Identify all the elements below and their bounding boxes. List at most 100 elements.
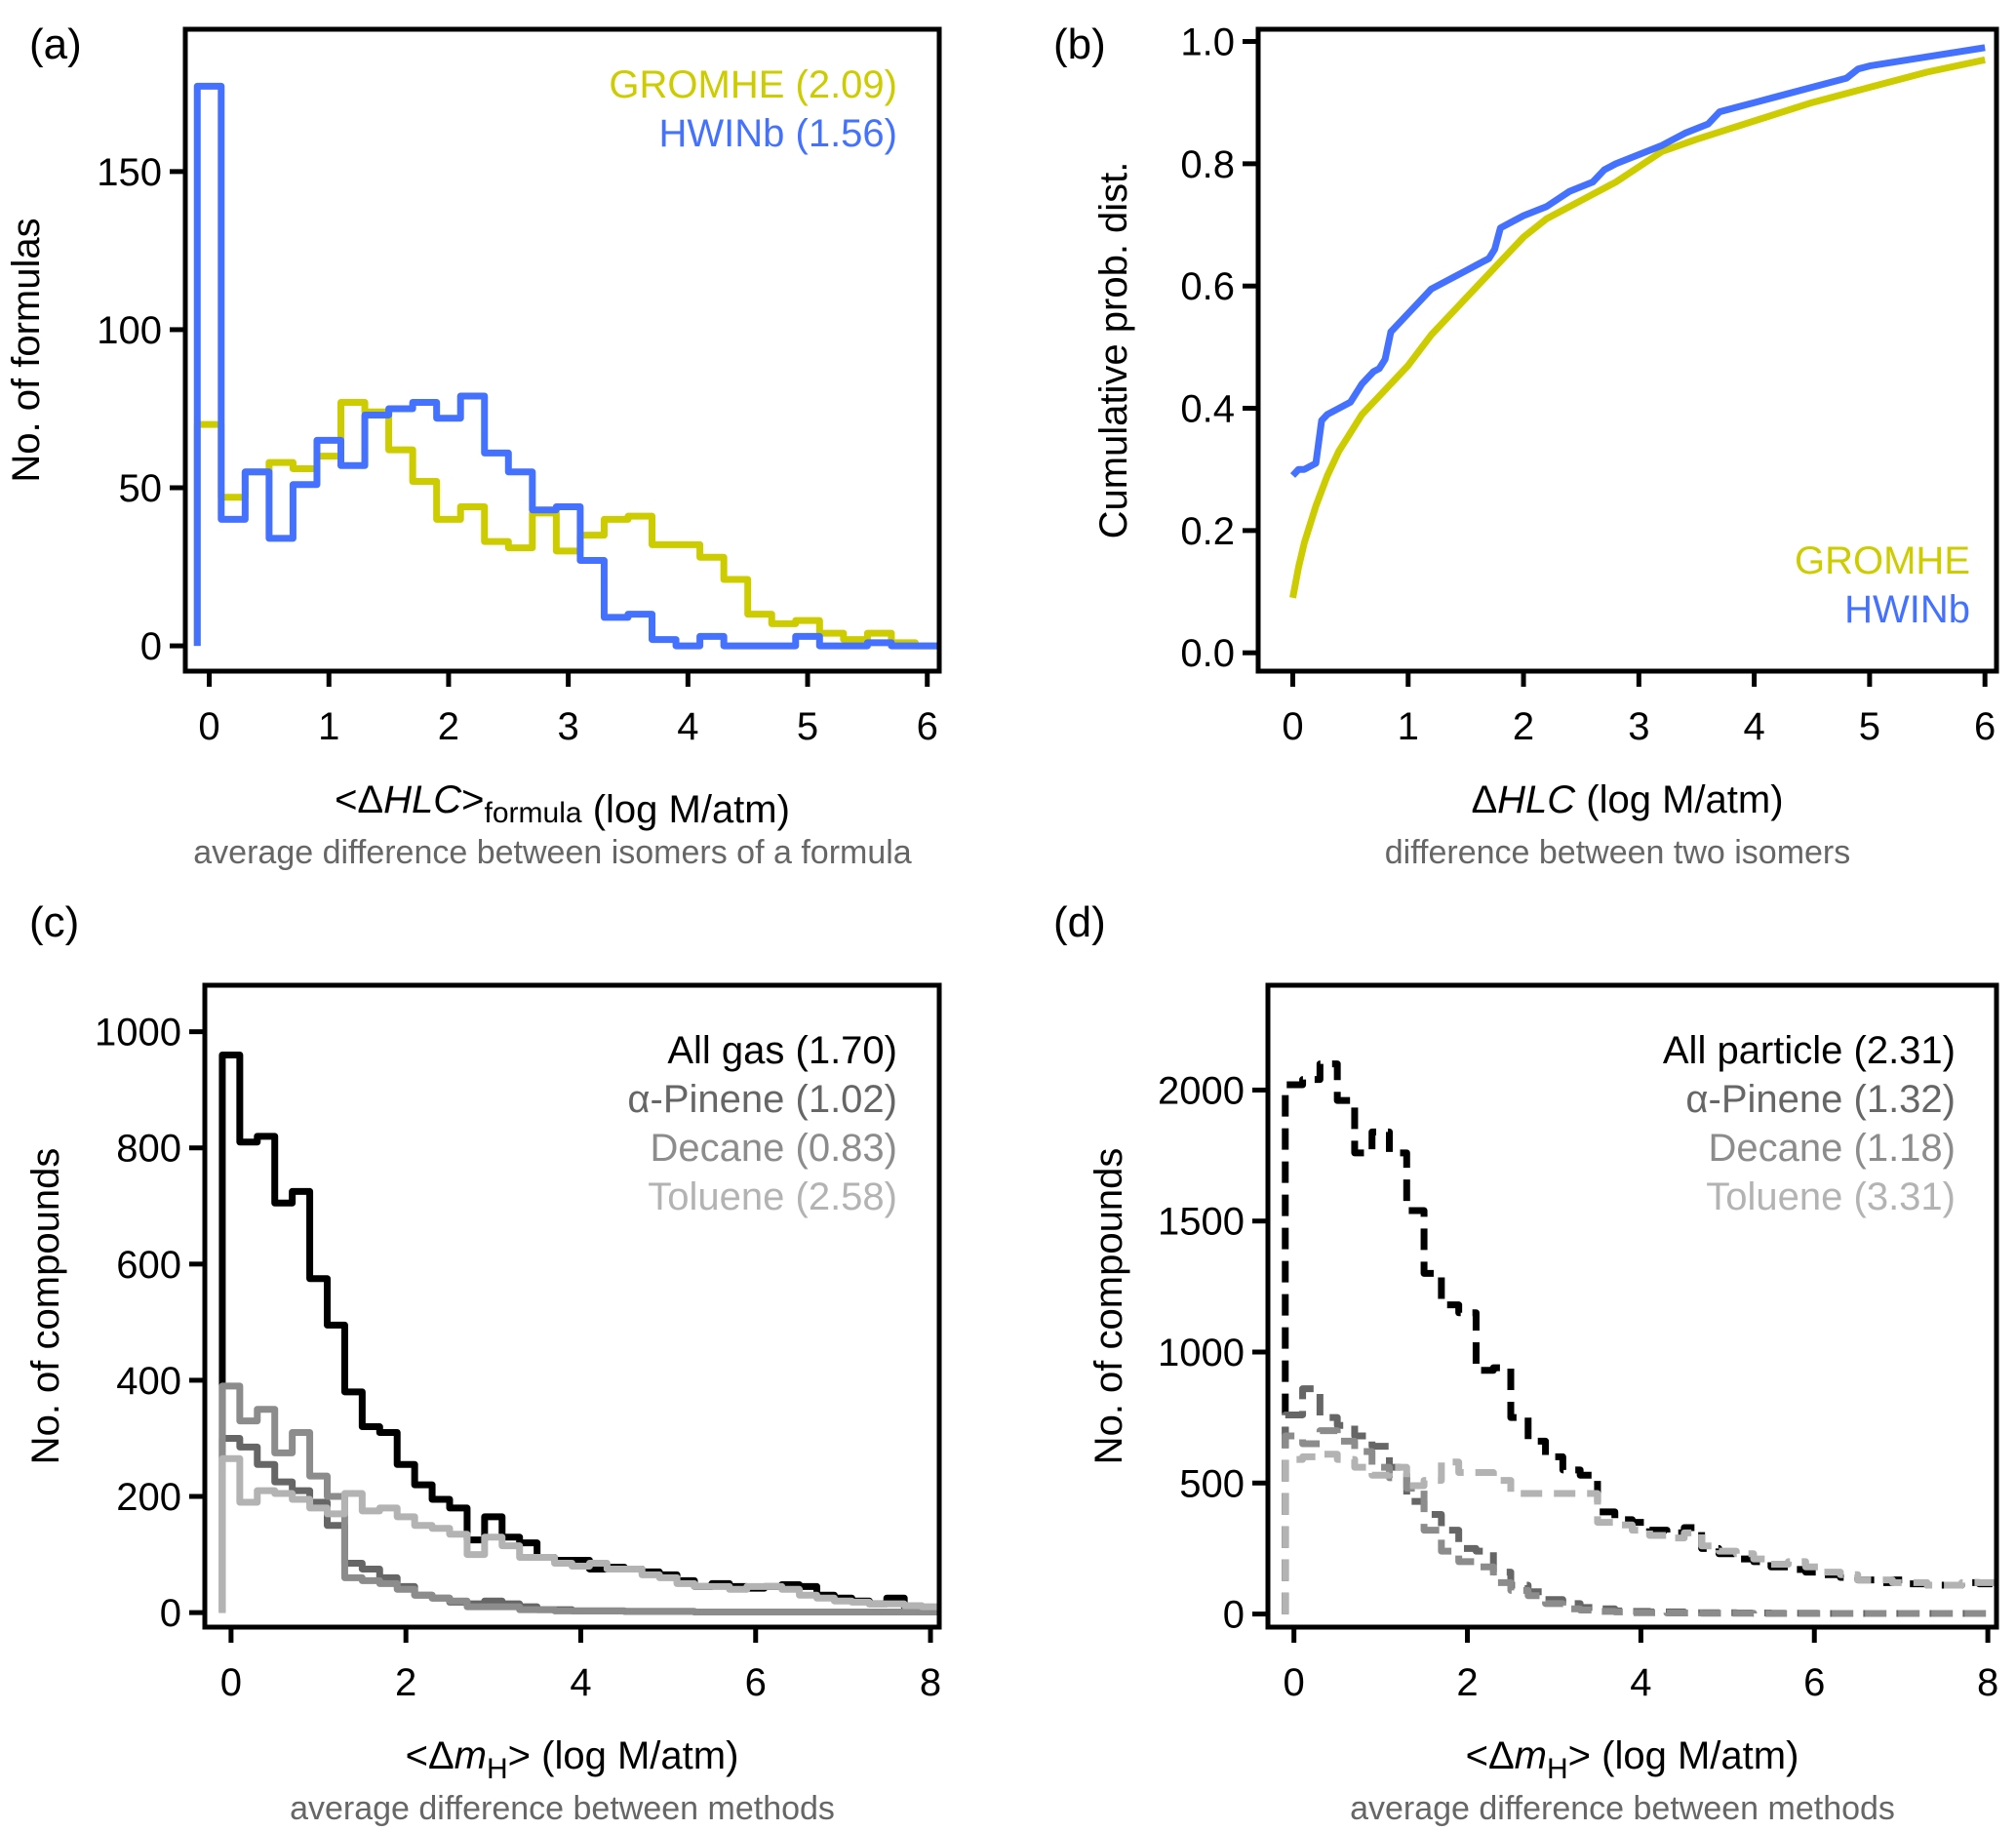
y-tick-label: 0.8 — [1180, 143, 1235, 186]
y-tick-label: 0 — [140, 625, 162, 668]
x-tick-label: 2 — [1513, 705, 1534, 748]
panel-d-label: (d) — [1053, 898, 1106, 946]
series-line-toluene — [1282, 1451, 1996, 1614]
x-tick-label: 2 — [1456, 1661, 1478, 1704]
series-line-all-gas — [218, 1051, 939, 1613]
series-line--pinene — [1282, 1385, 1996, 1617]
x-tick-label: 0 — [220, 1661, 242, 1704]
y-tick-label: 0 — [1223, 1594, 1245, 1637]
x-tick-label: 2 — [438, 705, 459, 748]
y-axis-label: Cumulative prob. dist. — [1092, 162, 1135, 539]
y-tick-label: 1.0 — [1180, 21, 1235, 64]
x-tick-label: 3 — [558, 705, 579, 748]
panel-c-label: (c) — [29, 898, 79, 946]
panel-d-plot: 0 2 4 6 8 0 500 1000 1500 2000 No. of compounds <Δm… — [1087, 982, 1999, 1827]
legend-entry: All gas (1.70) — [667, 1029, 897, 1072]
series-line-toluene — [218, 1454, 939, 1613]
axes-frame — [202, 982, 942, 1630]
x-tick-label: 5 — [1859, 705, 1880, 748]
x-tick-label: 4 — [1743, 705, 1764, 748]
series-group — [193, 82, 939, 650]
axes-frame — [1265, 982, 1999, 1630]
y-axis-label: No. of compounds — [1087, 1148, 1130, 1465]
y-tick-label: 600 — [116, 1244, 181, 1287]
legend-entry: HWINb — [1844, 588, 1970, 631]
x-tick-label: 0 — [1284, 1661, 1305, 1704]
x-axis-label: <ΔmH> (log M/atm) — [406, 1734, 739, 1785]
x-tick-label: 6 — [1974, 705, 1996, 748]
x-axis-label: <ΔHLC>formula (log M/atm) — [335, 778, 790, 831]
x-tick-label: 3 — [1628, 705, 1649, 748]
panel-a-plot: 0 1 2 3 4 5 6 0 50 100 150 No. of formulas <ΔHLC>for… — [5, 26, 942, 871]
panel-a-label: (a) — [29, 20, 82, 68]
series-line--pinene — [218, 1434, 939, 1616]
x-tick-label: 1 — [318, 705, 339, 748]
x-tick-label: 8 — [1977, 1661, 1998, 1704]
x-tick-label: 8 — [920, 1661, 941, 1704]
x-axis-label: ΔHLC (log M/atm) — [1471, 778, 1783, 821]
y-tick-label: 2000 — [1158, 1069, 1245, 1112]
y-tick-label: 800 — [116, 1128, 181, 1171]
x-tick-label: 1 — [1398, 705, 1419, 748]
y-tick-label: 1500 — [1158, 1201, 1245, 1244]
series-group — [1282, 1060, 1996, 1617]
x-tick-label: 0 — [198, 705, 219, 748]
x-axis-sublabel: average difference between isomers of a … — [193, 834, 912, 871]
x-tick-label: 5 — [797, 705, 818, 748]
axes-frame — [1255, 26, 1999, 674]
y-tick-label: 0.2 — [1180, 510, 1235, 553]
y-tick-label: 0.4 — [1180, 388, 1235, 431]
x-tick-label: 4 — [677, 705, 698, 748]
legend-entry: α-Pinene (1.02) — [627, 1078, 897, 1121]
y-axis-label: No. of compounds — [24, 1148, 67, 1465]
series-group — [218, 1051, 939, 1616]
x-tick-label: 0 — [1282, 705, 1303, 748]
axes-frame — [182, 26, 942, 674]
x-tick-label: 4 — [1630, 1661, 1651, 1704]
x-tick-label: 6 — [1803, 1661, 1825, 1704]
x-axis-sublabel: average difference between methods — [1350, 1790, 1895, 1827]
y-axis-label: No. of formulas — [5, 218, 48, 482]
panel-b-label: (b) — [1053, 20, 1106, 68]
y-tick-label: 1000 — [1158, 1332, 1245, 1374]
legend-entry: GROMHE (2.09) — [609, 63, 897, 106]
legend-entry: Toluene (3.31) — [1706, 1175, 1956, 1218]
legend-entry: Toluene (2.58) — [648, 1175, 897, 1218]
legend-entry: GROMHE — [1795, 539, 1970, 582]
y-tick-label: 500 — [1179, 1462, 1245, 1505]
legend-entry: Decane (1.18) — [1709, 1127, 1956, 1170]
panel-b-plot: 0 1 2 3 4 5 6 0.0 0.2 0.4 0.6 0.8 1.0 Cumulative prob… — [1092, 21, 1999, 871]
x-tick-label: 6 — [917, 705, 938, 748]
y-tick-label: 1000 — [95, 1012, 181, 1055]
series-group — [1289, 44, 1986, 599]
x-tick-label: 6 — [745, 1661, 767, 1704]
y-tick-label: 100 — [97, 309, 162, 352]
series-line-decane — [1282, 1427, 1996, 1617]
legend-entry: Decane (0.83) — [651, 1127, 897, 1170]
legend-entry: All particle (2.31) — [1663, 1029, 1956, 1072]
y-tick-label: 200 — [116, 1476, 181, 1519]
legend-entry: HWINb (1.56) — [659, 112, 898, 155]
panel-a: (a) 0 1 2 3 4 5 6 0 50 100 150 No. of formulas <ΔHLC… — [5, 20, 942, 871]
panel-d: (d) 0 2 4 6 8 0 500 1000 1500 2000 No. of compound… — [1053, 898, 1999, 1827]
series-line-hwinb — [1289, 44, 1986, 478]
y-tick-label: 0.0 — [1180, 632, 1235, 675]
y-tick-label: 400 — [116, 1360, 181, 1403]
series-line-decane — [218, 1382, 939, 1616]
y-tick-label: 0 — [160, 1592, 181, 1635]
series-line-gromhe — [1289, 56, 1986, 599]
legend-entry: α-Pinene (1.32) — [1685, 1078, 1956, 1121]
panel-c: (c) 0 2 4 6 8 0 200 400 600 800 1000 No. of compoun… — [24, 898, 942, 1827]
x-axis-label: <ΔmH> (log M/atm) — [1466, 1734, 1799, 1785]
panel-b: (b) 0 1 2 3 4 5 6 0.0 0.2 0.4 0.6 0.8 1.0 Cumulative … — [1053, 20, 1999, 871]
panel-c-plot: 0 2 4 6 8 0 200 400 600 800 1000 No. of compounds <Δ… — [24, 982, 942, 1827]
y-tick-label: 0.6 — [1180, 265, 1235, 308]
x-axis-sublabel: average difference between methods — [290, 1790, 835, 1827]
x-tick-label: 2 — [395, 1661, 416, 1704]
y-tick-label: 50 — [119, 467, 163, 510]
series-line-hwinb — [193, 82, 939, 650]
series-line-gromhe — [193, 398, 939, 650]
x-axis-sublabel: difference between two isomers — [1385, 834, 1851, 871]
x-tick-label: 4 — [570, 1661, 591, 1704]
y-tick-label: 150 — [97, 151, 162, 194]
